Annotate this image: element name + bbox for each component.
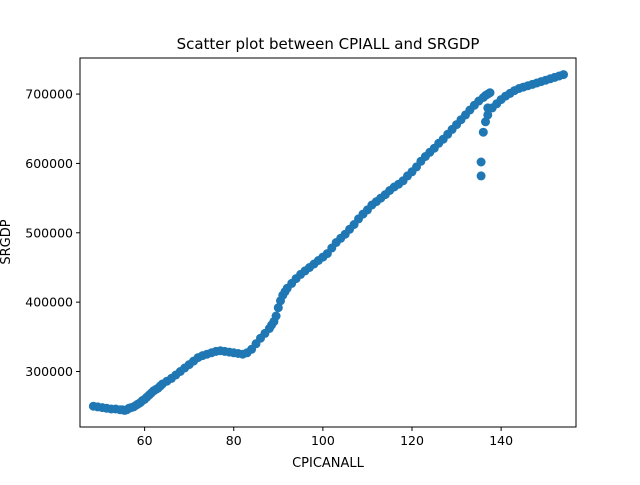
x-tick-label: 60 xyxy=(137,433,153,448)
chart-title: Scatter plot between CPIALL and SRGDP xyxy=(177,35,480,53)
data-point xyxy=(273,303,283,313)
x-tick-label: 120 xyxy=(400,433,424,448)
x-tick-label: 80 xyxy=(226,433,242,448)
data-point xyxy=(483,110,493,120)
data-points xyxy=(88,70,568,415)
y-tick-label: 300000 xyxy=(25,364,73,379)
data-point xyxy=(485,88,495,98)
y-tick-label: 500000 xyxy=(25,225,73,240)
y-axis-label: SRGDP xyxy=(0,219,14,264)
x-axis-ticks: 60 80 100 120 140 xyxy=(137,427,513,448)
data-point xyxy=(476,157,486,167)
x-tick-label: 100 xyxy=(311,433,335,448)
data-point xyxy=(478,127,488,137)
y-tick-label: 700000 xyxy=(25,87,73,102)
data-point xyxy=(481,117,490,127)
y-tick-label: 400000 xyxy=(25,295,73,310)
x-axis-label: CPICANALL xyxy=(292,456,365,471)
data-point xyxy=(271,311,281,321)
data-point xyxy=(476,171,486,181)
x-tick-label: 140 xyxy=(489,433,513,448)
plot-frame xyxy=(79,57,577,428)
y-tick-label: 600000 xyxy=(25,156,73,171)
y-axis-ticks: 300000 400000 500000 600000 700000 xyxy=(25,87,80,379)
data-point xyxy=(559,70,568,80)
